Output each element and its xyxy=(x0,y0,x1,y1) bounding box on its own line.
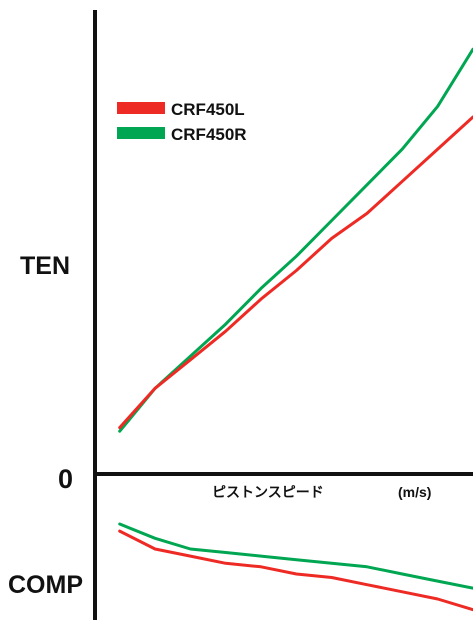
series-line-crf450r-tension xyxy=(118,47,473,433)
legend-label-crf450r: CRF450R xyxy=(171,125,247,144)
x-axis-label: ピストンスピード xyxy=(212,484,324,500)
y-axis-label-ten: TEN xyxy=(20,252,70,280)
series-line-crf450l-compression xyxy=(118,529,473,612)
legend: CRF450L CRF450R xyxy=(117,100,247,144)
zero-label: 0 xyxy=(58,464,73,494)
x-axis-unit: (m/s) xyxy=(398,484,431,500)
series-layer xyxy=(118,47,473,612)
y-axis-label-comp: COMP xyxy=(8,571,83,599)
series-line-crf450l-tension xyxy=(118,115,473,430)
legend-swatch-crf450r xyxy=(117,127,165,139)
legend-label-crf450l: CRF450L xyxy=(171,100,245,119)
legend-swatch-crf450l xyxy=(117,102,165,114)
series-line-crf450r-compression xyxy=(118,522,473,590)
